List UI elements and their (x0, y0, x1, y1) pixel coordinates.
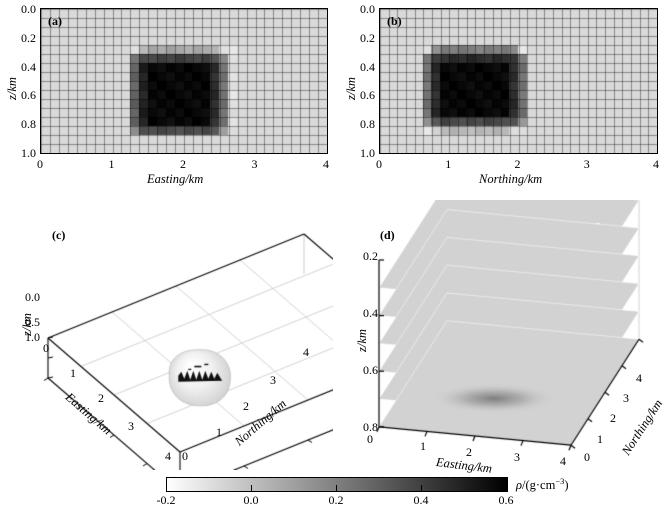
panel-c-zlabel: z/km (20, 313, 34, 336)
panel-a-xtick-3: 3 (251, 157, 258, 171)
colorbar-unit-exponent: −3 (555, 476, 565, 486)
colorbar-tick-1: 0.0 (243, 493, 259, 507)
panel-a-xtick-0: 0 (37, 157, 43, 171)
panel-b-ytick-4: 0.8 (360, 117, 375, 132)
panel-d-ztick-1: 0.4 (363, 306, 378, 320)
panel-c-xtick-2: 2 (98, 391, 104, 405)
panel-a-heatmap (41, 9, 327, 153)
panel-a-plot-box (40, 8, 328, 154)
panel-b-ylabel: z/km (344, 77, 358, 100)
panel-b-xtick-0: 0 (376, 157, 382, 171)
panel-a: (a) (40, 8, 328, 154)
panel-b-ytick-1: 0.2 (360, 30, 375, 45)
panel-c-tag: (c) (52, 228, 66, 242)
panel-c-ztick-1: 0.5 (25, 315, 40, 329)
panel-b-heatmap (380, 9, 657, 153)
panel-d-ztick-3: 0.8 (363, 420, 378, 434)
panel-b-ytick-5: 1.0 (360, 146, 375, 160)
colorbar-tick-mark-2 (336, 485, 337, 491)
panel-b-ytick-0: 0.0 (360, 2, 375, 16)
panel-b-tag: (b) (387, 14, 402, 28)
panel-a-ytick-0: 0.0 (21, 2, 36, 16)
colorbar-gradient (166, 477, 508, 492)
panel-c-xtick-1: 1 (70, 366, 76, 380)
panel-d-3d-scene (333, 200, 666, 470)
colorbar-tick-mark-3 (421, 485, 422, 491)
panel-a-xtick-4: 4 (323, 157, 329, 171)
colorbar-title: ρ/(g·cm−3) (516, 476, 569, 493)
colorbar-symbol-rho: ρ (516, 478, 522, 493)
panel-c-ytick-3: 3 (270, 373, 276, 387)
panel-a-tag: (a) (48, 14, 62, 28)
panel-d-xtick-3: 3 (514, 450, 520, 464)
panel-d-xtick-1: 1 (420, 439, 426, 453)
panel-b-xlabel: Northing/km (479, 172, 543, 186)
panel-d-ztick-0: 0.2 (363, 249, 378, 263)
panel-d: (d) 0.2 0.4 0.6 0.8 z/km 0 1 2 3 4 Easti… (333, 200, 666, 476)
panel-d-ytick-4: 4 (636, 371, 642, 385)
panel-c: (c) 0.0 0.5 1.0 z/km 0 1 2 3 4 Easting/k… (0, 200, 333, 470)
panel-a-ylabel: z/km (5, 77, 19, 100)
colorbar-tick-4: 0.6 (498, 493, 514, 507)
panel-b-xtick-2: 2 (514, 157, 521, 171)
panel-a-xtick-1: 1 (108, 157, 115, 171)
colorbar-tick-3: 0.4 (413, 493, 429, 507)
panel-a-xtick-2: 2 (180, 157, 186, 171)
panel-b-xtick-4: 4 (653, 157, 659, 171)
panel-c-3d-scene (0, 200, 333, 470)
panel-b-plot-box (379, 8, 658, 154)
panel-b-ytick-2: 0.4 (360, 59, 375, 74)
panel-d-zlabel: z/km (355, 329, 369, 352)
panel-a-ytick-3: 0.6 (21, 88, 36, 103)
colorbar-tick-0: -0.2 (156, 493, 176, 507)
colorbar-unit-text: /(g·cm (522, 478, 556, 493)
panel-d-xtick-4: 4 (560, 454, 566, 468)
panel-d-xtick-0: 0 (367, 432, 373, 446)
panel-c-xtick-3: 3 (128, 419, 134, 433)
colorbar-group: -0.2 0.0 0.2 0.4 0.6 ρ/(g·cm−3) (0, 470, 666, 512)
panel-d-ytick-1: 1 (597, 432, 603, 446)
panel-c-ztick-0: 0.0 (25, 290, 40, 304)
panel-b-ytick-3: 0.6 (360, 88, 375, 103)
panel-c-ytick-1: 1 (216, 425, 222, 439)
panel-a-ytick-4: 0.8 (21, 117, 36, 132)
panel-a-ytick-5: 1.0 (21, 146, 36, 160)
panel-b: (b) (379, 8, 658, 154)
panel-c-ytick-2: 2 (243, 399, 249, 413)
panel-d-ytick-2: 2 (610, 411, 616, 425)
panel-d-ztick-2: 0.6 (363, 363, 378, 377)
panel-c-xtick-0: 0 (43, 341, 49, 355)
panel-d-xtick-2: 2 (466, 445, 472, 459)
panel-a-xlabel: Easting/km (147, 172, 204, 186)
panel-a-ytick-2: 0.4 (21, 59, 36, 74)
panel-c-ztick-2: 1.0 (25, 330, 40, 344)
panel-a-ytick-1: 0.2 (21, 30, 36, 45)
colorbar-tick-2: 0.2 (328, 493, 344, 507)
panel-c-ytick-4: 4 (303, 345, 309, 359)
panel-c-xtick-4: 4 (165, 449, 171, 463)
colorbar-tick-mark-1 (251, 485, 252, 491)
panel-c-ytick-0: 0 (182, 449, 188, 463)
panel-d-ytick-3: 3 (623, 391, 629, 405)
panel-d-ytick-0: 0 (584, 450, 590, 464)
panel-d-tag: (d) (380, 228, 395, 242)
colorbar-unit-close: ) (564, 478, 569, 493)
panel-b-xtick-1: 1 (445, 157, 452, 171)
panel-b-xtick-3: 3 (583, 157, 590, 171)
